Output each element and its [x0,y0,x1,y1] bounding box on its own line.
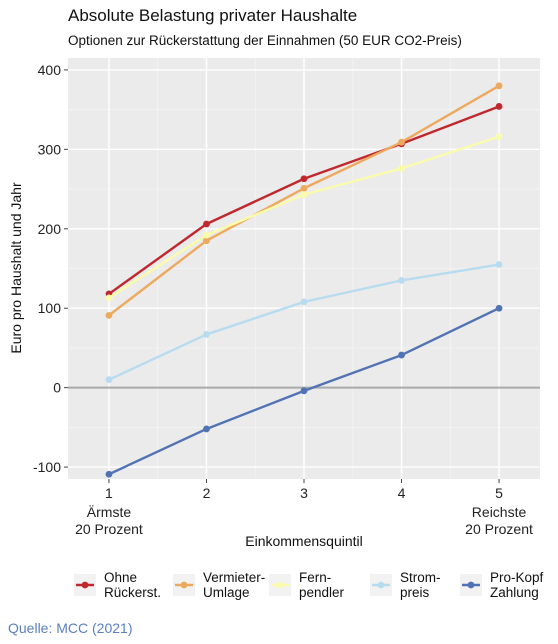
data-point [105,376,113,384]
x-tick-label: 2 [203,485,211,501]
legend-item: Vermieter-Umlage [173,570,265,600]
y-axis-label: Euro pro Haushalt und Jahr [8,182,24,354]
legend-label: Fern- [299,570,331,585]
legend-label: Rückerst. [104,585,161,600]
data-point [203,331,210,338]
data-point [398,165,405,172]
x-tick-sublabel: Reichste [472,504,527,520]
legend-label: Zahlung [490,585,539,600]
data-point [203,231,210,239]
x-tick-label: 3 [300,485,308,501]
x-tick-label: 4 [398,485,406,501]
data-point [300,175,308,183]
y-tick-label: 0 [53,380,61,396]
y-tick-label: 400 [38,62,62,78]
data-point [203,220,210,228]
data-point [300,298,308,306]
data-point [203,237,210,245]
data-point [105,294,113,302]
legend-item: Fern-pendler [269,570,345,600]
data-point [300,191,308,199]
y-axis: -100 0 100 200 300 400 [33,62,68,475]
data-point [105,470,113,478]
legend-key-point [81,581,89,589]
x-tick-sublabel: 20 Prozent [75,521,143,537]
legend-item: Strom-preis [370,570,441,600]
x-axis-label: Einkommensquintil [245,533,363,549]
data-point [398,138,405,146]
chart-title: Absolute Belastung privater Haushalte [68,6,357,25]
data-point [203,425,210,433]
x-tick-sublabel: 20 Prozent [465,521,533,537]
legend-label: Umlage [203,585,250,600]
x-tick-label: 1 [105,485,113,501]
data-point [300,387,308,395]
y-tick-label: 300 [38,141,62,157]
x-tick-label: 5 [495,485,503,501]
legend-key-point [377,581,385,589]
series-group [105,82,503,478]
data-point [300,184,308,192]
legend-label: preis [400,585,430,600]
legend-label: Pro-Kopf [490,570,544,585]
x-tick-sublabel: Ärmste [87,504,132,520]
data-point [495,261,503,268]
data-point [495,133,503,141]
legend-label: Strom- [400,570,441,585]
y-tick-label: 100 [38,300,62,316]
legend-key-point [276,581,284,589]
y-tick-label: -100 [33,459,61,475]
data-point [495,103,503,110]
data-point [495,304,503,312]
data-point [398,277,405,284]
data-point [105,311,113,319]
chart-subtitle: Optionen zur Rückerstattung der Einnahme… [68,33,462,48]
source-link[interactable]: Quelle: MCC (2021) [8,620,133,636]
y-tick-label: 200 [38,221,62,237]
legend-label: Ohne [104,570,137,585]
legend: OhneRückerst.Vermieter-UmlageFern-pendle… [74,570,544,600]
legend-label: Vermieter- [203,570,265,585]
legend-key-point [467,581,475,589]
data-point [398,351,405,359]
legend-label: pendler [299,585,345,600]
data-point [495,82,503,90]
legend-key-point [180,581,188,589]
